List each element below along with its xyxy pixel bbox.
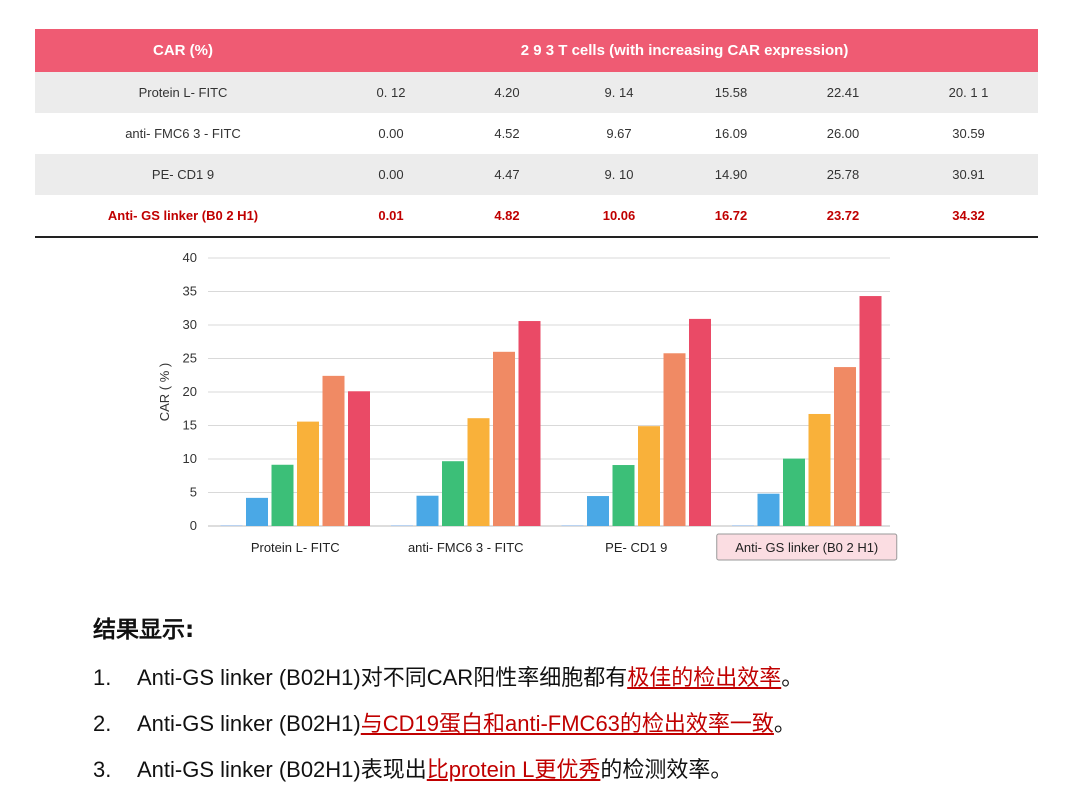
table-cell: 16.72: [675, 195, 787, 238]
bar: [859, 296, 882, 526]
bar: [391, 525, 413, 526]
result-item-suffix: 。: [773, 711, 796, 736]
x-tick-label: PE- CD1 9: [605, 540, 667, 555]
x-tick-label: Protein L- FITC: [251, 540, 340, 555]
results-list: 1. Anti-GS linker (B02H1)对不同CAR阳性率细胞都有极佳的…: [93, 655, 803, 793]
row-label: Anti- GS linker (B0 2 H1): [35, 195, 331, 238]
result-item-number: 2.: [93, 711, 112, 736]
bar: [638, 426, 660, 526]
result-item-text: Anti-GS linker (B02H1)表现出: [137, 757, 427, 782]
table-cell: 9. 10: [563, 154, 675, 195]
bar: [493, 351, 515, 526]
bar: [612, 465, 635, 526]
result-item-text: Anti-GS linker (B02H1): [137, 711, 361, 736]
result-item-3: 3. Anti-GS linker (B02H1)表现出比protein L更优秀…: [93, 747, 803, 793]
result-item-highlight: 比protein L更优秀: [426, 757, 601, 782]
result-item-2: 2. Anti-GS linker (B02H1)与CD19蛋白和anti-FMC…: [93, 701, 803, 747]
y-tick-label: 15: [183, 418, 197, 433]
bar: [416, 495, 439, 526]
bar: [808, 413, 831, 526]
table-header-row: CAR (%) 2 9 3 T cells (with increasing C…: [35, 29, 1039, 72]
table-cell: 26.00: [826, 126, 860, 141]
table-cell: 30.91: [899, 154, 1039, 195]
table-cell: 23.72: [787, 195, 899, 238]
header-car-percent: CAR (%): [35, 29, 331, 72]
table-cell: 34.32: [899, 195, 1039, 238]
y-axis-label: CAR ( % ): [157, 363, 172, 422]
bar: [834, 367, 856, 526]
bar: [757, 493, 780, 526]
table-cell: 0.01: [331, 195, 451, 238]
table-cell: 16.09: [714, 126, 748, 141]
category-highlight-box: [716, 533, 898, 561]
result-item-text: Anti-GS linker (B02H1)对不同CAR阳性率细胞都有: [137, 665, 628, 690]
bar: [442, 461, 464, 526]
header-cell-description: 2 9 3 T cells (with increasing CAR expre…: [331, 29, 1039, 72]
y-tick-label: 35: [183, 284, 197, 299]
bar: [689, 318, 711, 526]
bar: [271, 464, 294, 526]
bar: [561, 525, 584, 526]
table-row: Anti- GS linker (B0 2 H1) 0.01 4.82 10.06 16…: [35, 195, 1039, 238]
bar: [246, 497, 268, 526]
row-label: anti- FMC6 3 - FITC: [125, 126, 241, 141]
table-row: PE- CD1 9 0.00 4.47 9. 10 14.90 25.78 30.91: [35, 154, 1039, 195]
result-item-number: 3.: [93, 757, 112, 782]
y-tick-label: 40: [183, 250, 197, 265]
table-cell: 0. 12: [331, 72, 451, 113]
result-item-highlight: 极佳的检出效率: [627, 665, 782, 690]
bar: [587, 496, 609, 526]
table-cell: 9.67: [606, 126, 632, 141]
table-cell: 9. 14: [563, 72, 675, 113]
bar: [663, 353, 686, 526]
result-item-highlight: 与CD19蛋白和anti-FMC63的检出效率一致: [360, 711, 774, 736]
bar: [322, 375, 345, 526]
bar: [467, 418, 490, 526]
results-title: 结果显示:: [93, 617, 195, 643]
y-tick-label: 20: [183, 384, 197, 399]
table-cell: 20. 1 1: [899, 72, 1039, 113]
bar: [518, 321, 541, 526]
x-tick-label: anti- FMC6 3 - FITC: [408, 540, 524, 555]
y-tick-label: 30: [183, 317, 197, 332]
table-cell: 25.78: [787, 154, 899, 195]
table-row: anti- FMC6 3 - FITC 0.00 4.52 9.67 16.09 26.0…: [35, 113, 1038, 154]
car-results-table: CAR (%) 2 9 3 T cells (with increasing C…: [35, 29, 1039, 238]
car-bar-chart: 0 5 10 15 20 25 30 35 40 CAR ( % ) Protein L- FITC…: [157, 250, 898, 561]
bar: [732, 525, 754, 526]
result-item-number: 1.: [93, 665, 112, 690]
table-cell: 4.47: [451, 154, 563, 195]
result-item-suffix: 。: [781, 665, 804, 690]
result-item-1: 1. Anti-GS linker (B02H1)对不同CAR阳性率细胞都有极佳的…: [93, 655, 803, 701]
result-item-suffix: 的检测效率。: [600, 757, 733, 782]
y-tick-label: 10: [183, 451, 197, 466]
row-label: Protein L- FITC: [35, 72, 331, 113]
table-cell: 15.58: [675, 72, 787, 113]
table-cell: 14.90: [675, 154, 787, 195]
row-label: PE- CD1 9: [35, 154, 331, 195]
bar: [297, 421, 319, 526]
table-cell: 22.41: [787, 72, 899, 113]
table-cell: 4.20: [451, 72, 563, 113]
x-tick-label: Anti- GS linker (B0 2 H1): [735, 540, 878, 555]
table-cell: 0.00: [378, 126, 404, 141]
y-tick-label: 5: [190, 485, 197, 500]
table-cell: 4.52: [494, 126, 520, 141]
table-cell: 30.59: [952, 126, 985, 141]
table-row: Protein L- FITC 0. 12 4.20 9. 14 15.58 22.41 2…: [35, 72, 1039, 113]
y-tick-label: 25: [183, 351, 197, 366]
table-cell: 0.00: [331, 154, 451, 195]
table-cell: 4.82: [451, 195, 563, 238]
y-tick-label: 0: [190, 518, 197, 533]
table-cell: 10.06: [563, 195, 675, 238]
bar: [220, 525, 243, 526]
bar: [783, 458, 805, 526]
bar: [348, 391, 370, 526]
